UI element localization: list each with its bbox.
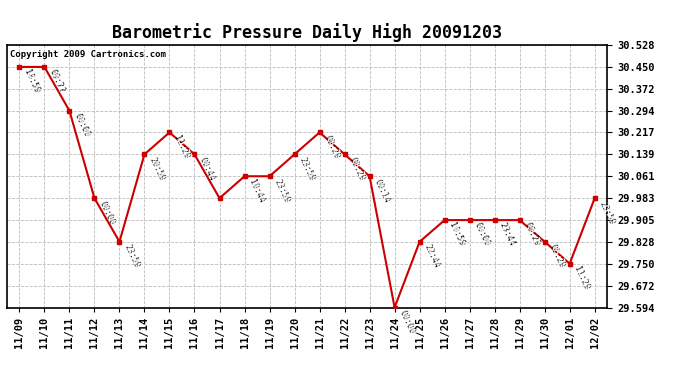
Text: 18:59: 18:59 bbox=[23, 70, 42, 96]
Text: 23:59: 23:59 bbox=[599, 201, 618, 227]
Text: 00:00: 00:00 bbox=[72, 112, 91, 139]
Text: 08:29: 08:29 bbox=[324, 135, 342, 162]
Text: 23:59: 23:59 bbox=[274, 179, 293, 206]
Text: 05:29: 05:29 bbox=[547, 243, 566, 270]
Text: 00:44: 00:44 bbox=[197, 156, 216, 182]
Text: 20:59: 20:59 bbox=[147, 156, 166, 182]
Text: 10:59: 10:59 bbox=[448, 223, 468, 249]
Text: 00:00: 00:00 bbox=[99, 201, 117, 227]
Text: 20:59: 20:59 bbox=[148, 157, 168, 184]
Text: 09:7?: 09:7? bbox=[48, 70, 68, 96]
Text: 10:59: 10:59 bbox=[447, 222, 466, 248]
Text: 11:29: 11:29 bbox=[174, 135, 193, 162]
Text: 00:00: 00:00 bbox=[397, 309, 416, 335]
Text: 00:44: 00:44 bbox=[199, 157, 217, 184]
Text: 11:29: 11:29 bbox=[172, 134, 191, 160]
Text: 18:59: 18:59 bbox=[22, 68, 41, 95]
Text: 23:59: 23:59 bbox=[124, 244, 142, 271]
Text: 22:44: 22:44 bbox=[422, 243, 441, 270]
Text: 23:59: 23:59 bbox=[299, 157, 317, 184]
Text: 23:59: 23:59 bbox=[598, 200, 616, 226]
Text: 08:29: 08:29 bbox=[522, 222, 541, 248]
Text: 00:14: 00:14 bbox=[374, 179, 393, 206]
Text: 05:29: 05:29 bbox=[549, 244, 568, 271]
Text: 00:00: 00:00 bbox=[399, 310, 417, 337]
Text: 00:00: 00:00 bbox=[473, 222, 491, 248]
Text: 00:00: 00:00 bbox=[474, 223, 493, 249]
Text: 23:59: 23:59 bbox=[297, 156, 316, 182]
Text: 11:29: 11:29 bbox=[574, 266, 593, 293]
Text: 11:29: 11:29 bbox=[573, 265, 591, 291]
Text: 00:00: 00:00 bbox=[74, 114, 92, 140]
Title: Barometric Pressure Daily High 20091203: Barometric Pressure Daily High 20091203 bbox=[112, 23, 502, 42]
Text: 00:14: 00:14 bbox=[373, 178, 391, 204]
Text: 00:00: 00:00 bbox=[97, 200, 116, 226]
Text: 08:29: 08:29 bbox=[322, 134, 341, 160]
Text: 22:44: 22:44 bbox=[424, 244, 442, 271]
Text: 23:44: 23:44 bbox=[499, 223, 518, 249]
Text: 23:59: 23:59 bbox=[273, 178, 291, 204]
Text: 10:44: 10:44 bbox=[248, 179, 268, 206]
Text: 09:7?: 09:7? bbox=[47, 68, 66, 95]
Text: 23:59: 23:59 bbox=[122, 243, 141, 270]
Text: 08:29: 08:29 bbox=[347, 156, 366, 182]
Text: Copyright 2009 Cartronics.com: Copyright 2009 Cartronics.com bbox=[10, 50, 166, 59]
Text: 08:29: 08:29 bbox=[524, 223, 542, 249]
Text: 10:44: 10:44 bbox=[247, 178, 266, 204]
Text: 08:29: 08:29 bbox=[348, 157, 368, 184]
Text: 23:44: 23:44 bbox=[497, 222, 516, 248]
